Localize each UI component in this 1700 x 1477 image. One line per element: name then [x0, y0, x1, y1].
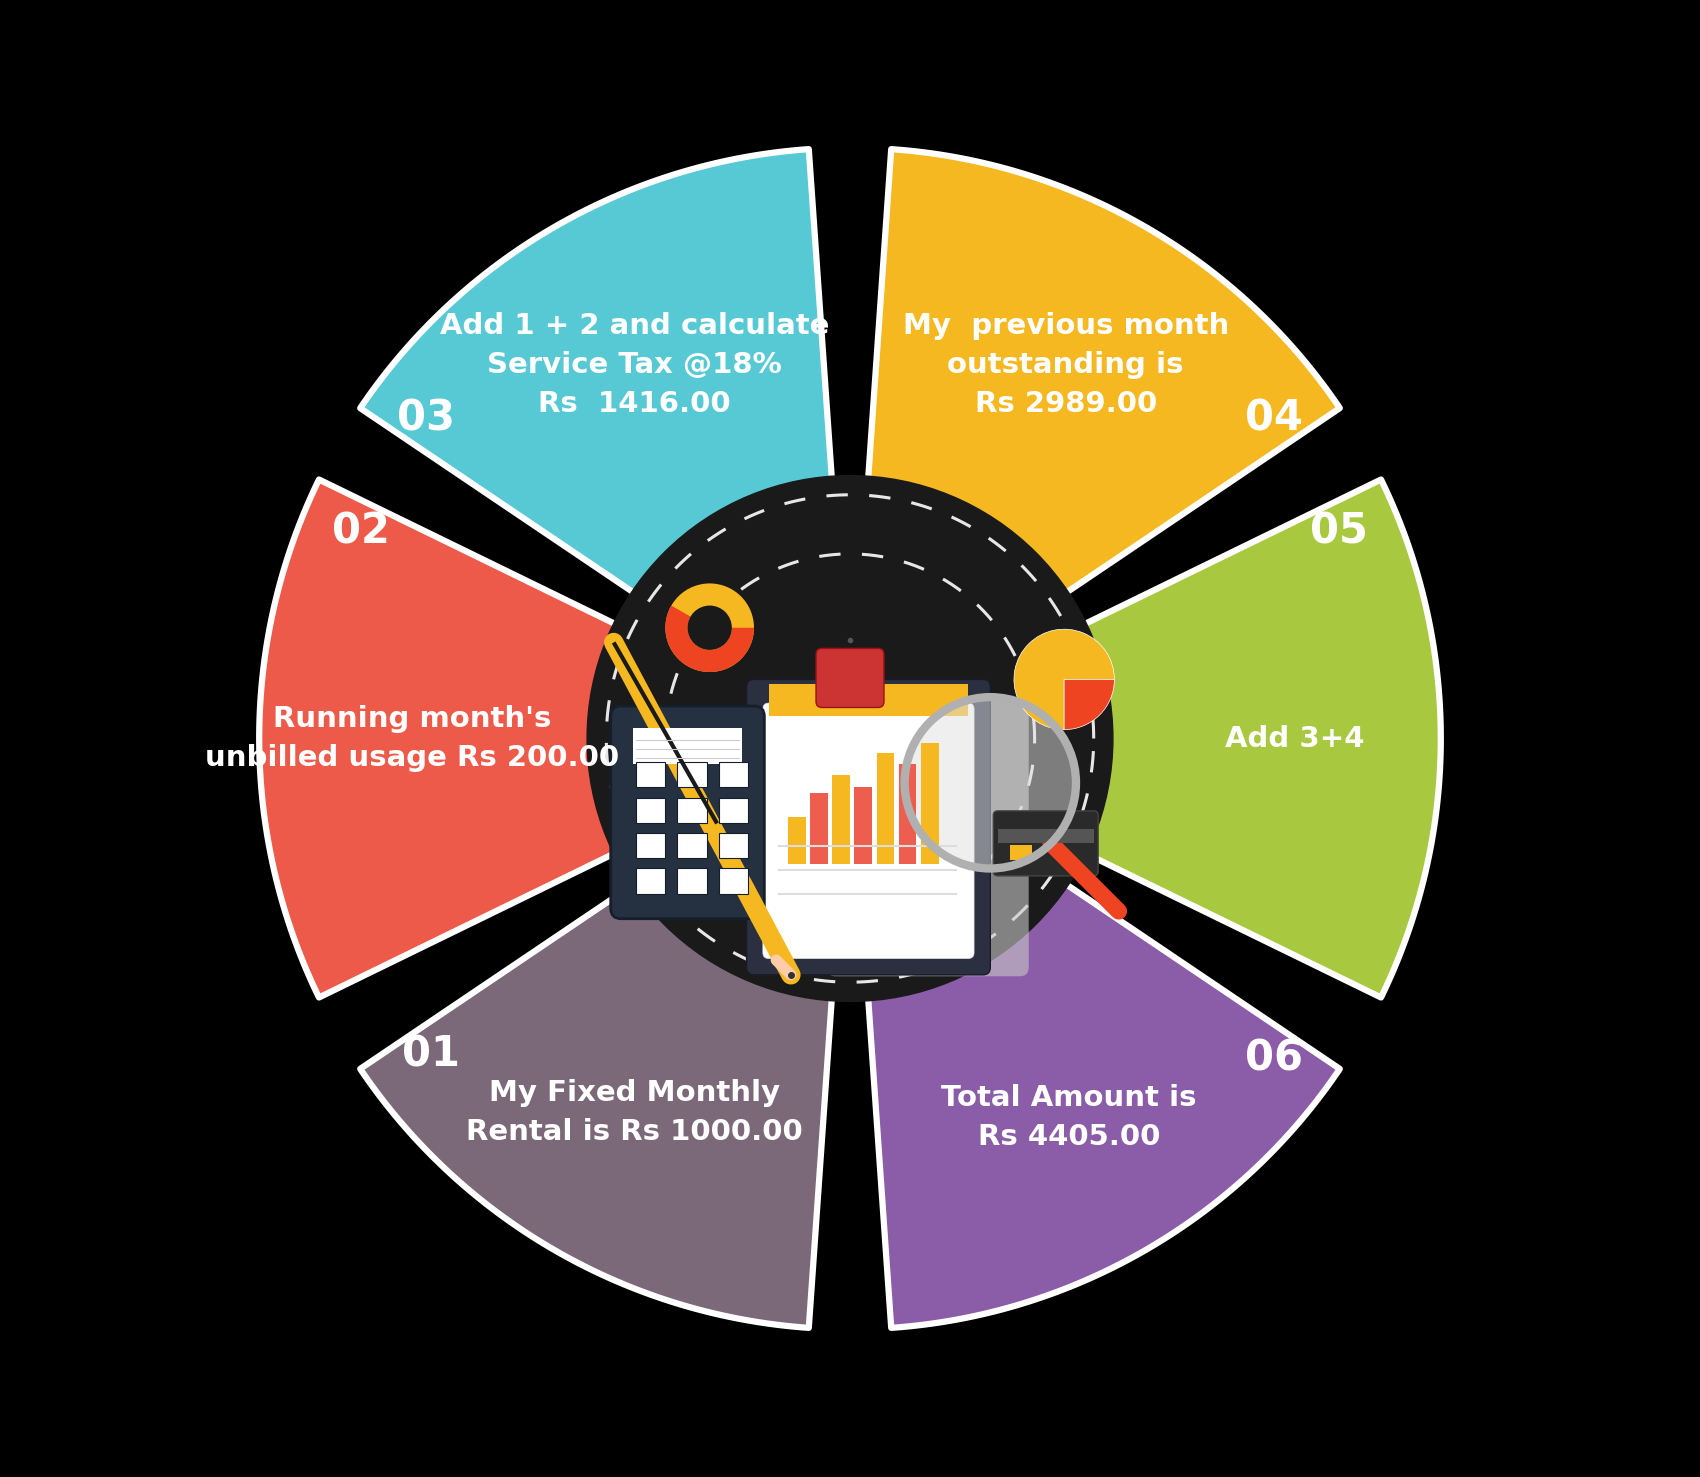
Text: 05: 05 — [1309, 510, 1368, 552]
FancyBboxPatch shape — [993, 811, 1098, 876]
Circle shape — [586, 476, 1114, 1001]
Bar — [719, 762, 748, 787]
Text: Total Amount is
Rs 4405.00: Total Amount is Rs 4405.00 — [942, 1084, 1197, 1151]
Polygon shape — [869, 883, 1340, 1328]
Bar — [811, 793, 828, 864]
Bar — [1010, 845, 1032, 860]
Bar — [998, 829, 1093, 843]
Text: 04: 04 — [1244, 397, 1302, 440]
Polygon shape — [360, 883, 831, 1328]
Bar — [768, 684, 969, 716]
Text: 06: 06 — [1244, 1037, 1304, 1080]
Bar — [877, 753, 894, 864]
Text: My  previous month
outstanding is
Rs 2989.00: My previous month outstanding is Rs 2989… — [903, 312, 1229, 418]
Bar — [636, 868, 665, 894]
Text: Add 3+4: Add 3+4 — [1224, 725, 1365, 752]
Bar — [719, 868, 748, 894]
Bar — [677, 762, 707, 787]
Bar — [719, 833, 748, 858]
Circle shape — [904, 697, 1076, 868]
Text: My Fixed Monthly
Rental is Rs 1000.00: My Fixed Monthly Rental is Rs 1000.00 — [466, 1078, 802, 1146]
Polygon shape — [360, 149, 831, 594]
Circle shape — [687, 606, 731, 650]
Bar — [855, 787, 872, 864]
Bar — [636, 798, 665, 823]
FancyBboxPatch shape — [746, 679, 991, 975]
Bar — [636, 762, 665, 787]
Polygon shape — [869, 149, 1340, 594]
Bar — [719, 798, 748, 823]
FancyBboxPatch shape — [763, 703, 974, 959]
FancyBboxPatch shape — [826, 700, 1028, 976]
Bar — [833, 775, 850, 864]
Text: 01: 01 — [403, 1032, 461, 1075]
Bar — [789, 817, 806, 864]
Wedge shape — [1013, 629, 1115, 730]
Polygon shape — [665, 606, 755, 672]
Polygon shape — [258, 480, 617, 997]
Bar — [632, 728, 743, 764]
Bar — [677, 868, 707, 894]
Text: 02: 02 — [332, 510, 391, 552]
Text: Running month's
unbilled usage Rs 200.00: Running month's unbilled usage Rs 200.00 — [206, 705, 619, 772]
Bar — [636, 833, 665, 858]
Wedge shape — [1064, 679, 1115, 730]
Bar — [677, 798, 707, 823]
FancyBboxPatch shape — [816, 648, 884, 707]
Polygon shape — [1083, 480, 1442, 997]
Text: Add 1 + 2 and calculate
Service Tax @18%
Rs  1416.00: Add 1 + 2 and calculate Service Tax @18%… — [440, 312, 830, 418]
FancyBboxPatch shape — [610, 706, 765, 919]
Text: 03: 03 — [396, 397, 456, 440]
Circle shape — [665, 583, 755, 672]
Bar — [921, 743, 938, 864]
Bar — [677, 833, 707, 858]
Bar — [899, 764, 916, 864]
